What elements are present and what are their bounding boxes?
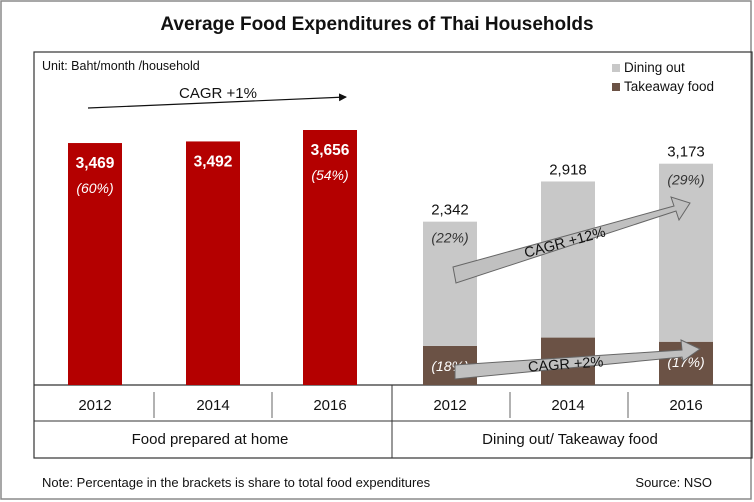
home-cagr-label: CAGR +1% <box>179 85 257 102</box>
dining-share-label-2016: (29%) <box>667 172 704 188</box>
home-value-label-2016: 3,656 <box>311 142 350 159</box>
home-cagr-arrow <box>87 93 347 109</box>
home-share-label-2012: (60%) <box>76 180 113 196</box>
dining-cagr-arrow <box>452 196 691 284</box>
dining-bar-2016 <box>659 163 713 342</box>
dining-bar-2012 <box>423 221 477 346</box>
plot-panel <box>33 51 753 459</box>
legend-label-takeaway: Takeaway food <box>624 79 714 94</box>
legend-swatch-dining <box>612 64 620 72</box>
tick-label-dining-2014: 2014 <box>551 397 584 414</box>
home-value-label-2014: 3,492 <box>194 153 233 170</box>
footnote: Note: Percentage in the brackets is shar… <box>42 475 431 490</box>
dining-share-label-2012: (22%) <box>431 230 468 246</box>
unit-label: Unit: Baht/month /household <box>42 59 200 73</box>
home-value-label-2012: 3,469 <box>76 155 115 172</box>
legend-label-dining: Dining out <box>624 60 685 75</box>
home-bar-2016 <box>303 130 357 385</box>
group-label-dining: Dining out/ Takeaway food <box>482 431 658 448</box>
total-value-label-2016: 3,173 <box>667 144 705 161</box>
total-value-label-2014: 2,918 <box>549 161 587 178</box>
takeaway-cagr-arrow <box>454 339 701 380</box>
dining-bar-2014 <box>541 181 595 338</box>
tick-label-home-2016: 2016 <box>313 397 346 414</box>
home-bar-2012 <box>68 143 122 385</box>
group-label-home: Food prepared at home <box>132 431 289 448</box>
home-bar-2014 <box>186 141 240 385</box>
chart-title: Average Food Expenditures of Thai Househ… <box>160 14 593 35</box>
tick-label-home-2014: 2014 <box>196 397 229 414</box>
home-bar-group: 3,469 (60%) 3,492 3,656 (54%) <box>68 130 357 385</box>
home-share-label-2016: (54%) <box>311 167 348 183</box>
category-tick-labels: 2012 2014 2016 2012 2014 2016 <box>78 392 703 418</box>
legend-swatch-takeaway <box>612 83 620 91</box>
tick-label-home-2012: 2012 <box>78 397 111 414</box>
source-note: Source: NSO <box>635 475 712 490</box>
total-value-label-2012: 2,342 <box>431 202 469 219</box>
tick-label-dining-2016: 2016 <box>669 397 702 414</box>
tick-label-dining-2012: 2012 <box>433 397 466 414</box>
takeaway-cagr-label: CAGR +2% <box>528 354 604 375</box>
